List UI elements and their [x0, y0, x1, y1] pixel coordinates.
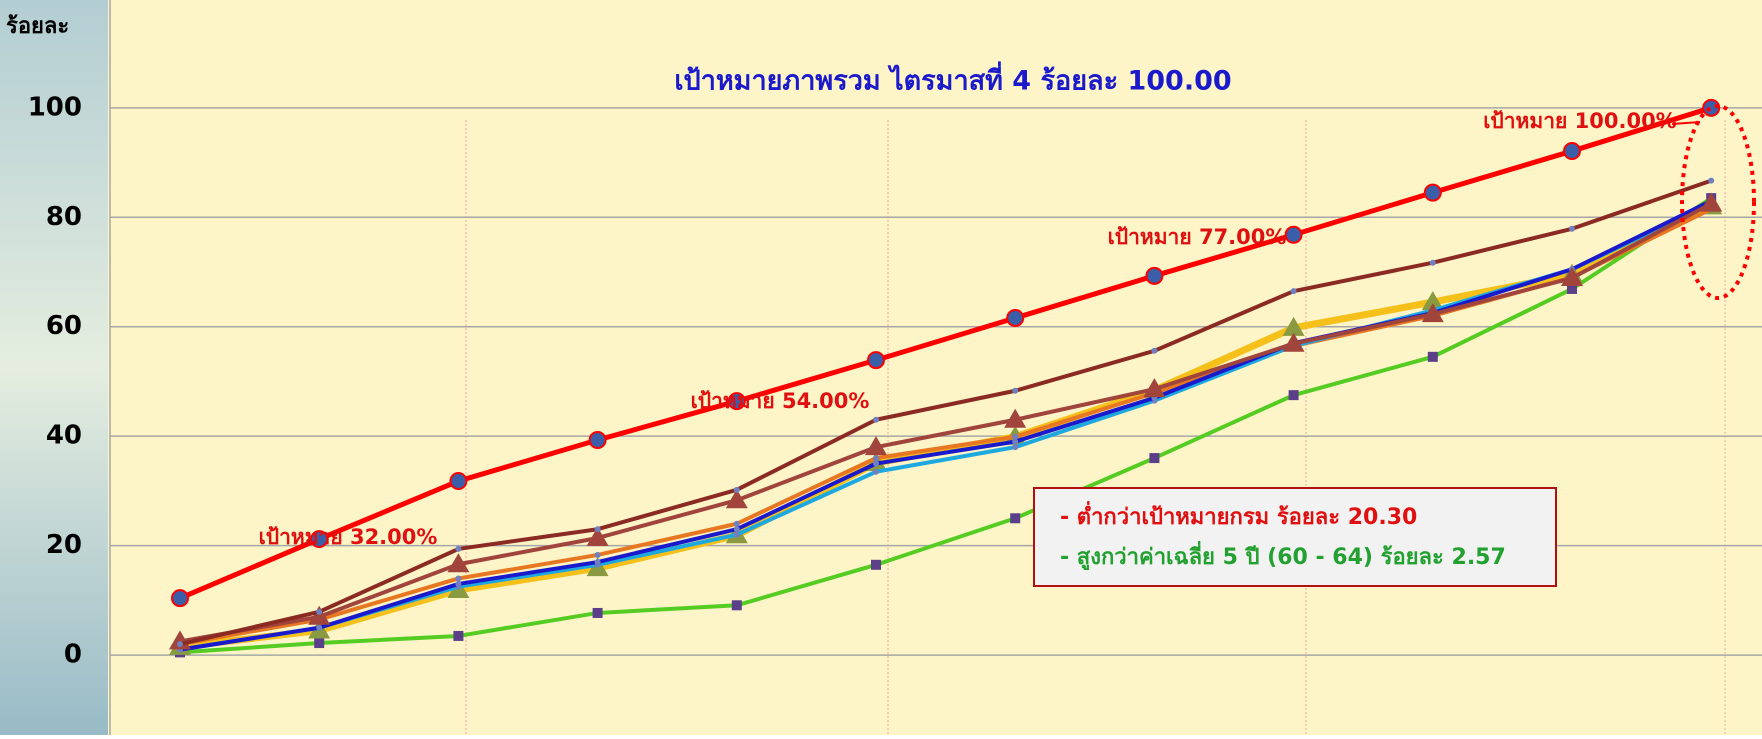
annotation-arrow	[1671, 121, 1701, 125]
annotation: เป้าหมาย 32.00%	[259, 525, 438, 549]
point	[733, 526, 740, 533]
y-tick-label: 100	[28, 92, 82, 122]
point	[1006, 308, 1025, 327]
point	[586, 526, 609, 546]
point	[1288, 390, 1299, 401]
point	[1427, 351, 1438, 362]
point	[1143, 378, 1166, 398]
series-line	[179, 196, 1713, 655]
point	[1569, 225, 1575, 232]
point	[865, 436, 887, 456]
point	[1290, 288, 1297, 295]
point	[592, 607, 603, 618]
point	[447, 553, 470, 573]
point	[733, 531, 740, 538]
point	[1012, 433, 1019, 440]
point	[1421, 303, 1444, 323]
note-box	[1033, 487, 1557, 587]
point	[1010, 513, 1021, 524]
point	[594, 551, 601, 558]
series-line	[179, 201, 1713, 644]
point	[314, 638, 325, 649]
point	[873, 455, 879, 462]
series-line	[179, 178, 1712, 647]
point	[177, 641, 183, 648]
point	[733, 520, 740, 527]
point	[1151, 347, 1158, 354]
point	[1149, 453, 1160, 464]
annotation: เป้าหมาย 77.00%	[1108, 225, 1287, 249]
point	[1708, 177, 1715, 184]
point	[1423, 183, 1442, 202]
annotation: เป้าหมาย 54.00%	[691, 389, 870, 413]
point	[171, 589, 189, 608]
point	[1700, 192, 1723, 212]
point	[1421, 291, 1444, 311]
point	[316, 624, 323, 631]
point	[594, 559, 601, 566]
point	[1567, 283, 1577, 294]
point	[1012, 444, 1019, 451]
point	[731, 600, 742, 611]
point	[1012, 438, 1019, 445]
point	[733, 486, 740, 493]
point	[310, 530, 329, 549]
point	[449, 472, 468, 491]
side-strip-tint	[0, 0, 108, 735]
plot-area: 0 20 40 60 80 100 เป้าหมาย 32.00% เป้าหมาย 54.0…	[28, 0, 1762, 735]
point	[867, 351, 885, 370]
point	[873, 468, 879, 475]
chart-title: เป้าหมายภาพรวม ไตรมาสที่ 4 ร้อยละ 100.00	[674, 61, 1231, 97]
y-axis-label: ร้อยละ	[6, 14, 69, 39]
point	[588, 431, 607, 450]
y-tick-label: 0	[64, 640, 82, 670]
annotation: เป้าหมาย 100.00%	[1483, 109, 1676, 133]
series-line	[179, 199, 1713, 652]
y-tick-label: 60	[46, 311, 82, 341]
y-tick-label: 40	[46, 421, 82, 451]
point	[1563, 142, 1581, 161]
series-line	[179, 201, 1713, 652]
point	[1429, 259, 1436, 266]
point	[1282, 332, 1305, 352]
point	[1702, 98, 1721, 117]
point	[871, 559, 881, 570]
point	[1561, 267, 1583, 287]
y-tick-label: 80	[46, 202, 82, 232]
series-line	[179, 203, 1713, 651]
note-line: - สูงกว่าค่าเฉลี่ย 5 ปี (60 - 64) ร้อยละ…	[1060, 540, 1506, 571]
point	[873, 460, 879, 467]
point	[455, 580, 462, 587]
point	[1284, 225, 1303, 244]
side-strip	[0, 0, 108, 735]
point	[453, 630, 464, 641]
point	[594, 526, 601, 533]
point	[725, 489, 748, 509]
point	[1282, 316, 1305, 336]
point	[455, 545, 462, 552]
vertical-guides	[465, 120, 1726, 735]
point	[1145, 266, 1164, 285]
point	[1004, 408, 1027, 428]
point	[316, 608, 323, 615]
highlight-ellipse	[1680, 104, 1756, 300]
point	[455, 575, 462, 582]
series-line	[179, 105, 1712, 601]
y-tick-label: 20	[46, 530, 82, 560]
point	[727, 392, 746, 411]
point	[873, 416, 879, 423]
note-line: - ต่ำกว่าเป้าหมายกรม ร้อยละ 20.30	[1060, 500, 1417, 530]
point	[1012, 387, 1019, 394]
point	[308, 605, 331, 625]
